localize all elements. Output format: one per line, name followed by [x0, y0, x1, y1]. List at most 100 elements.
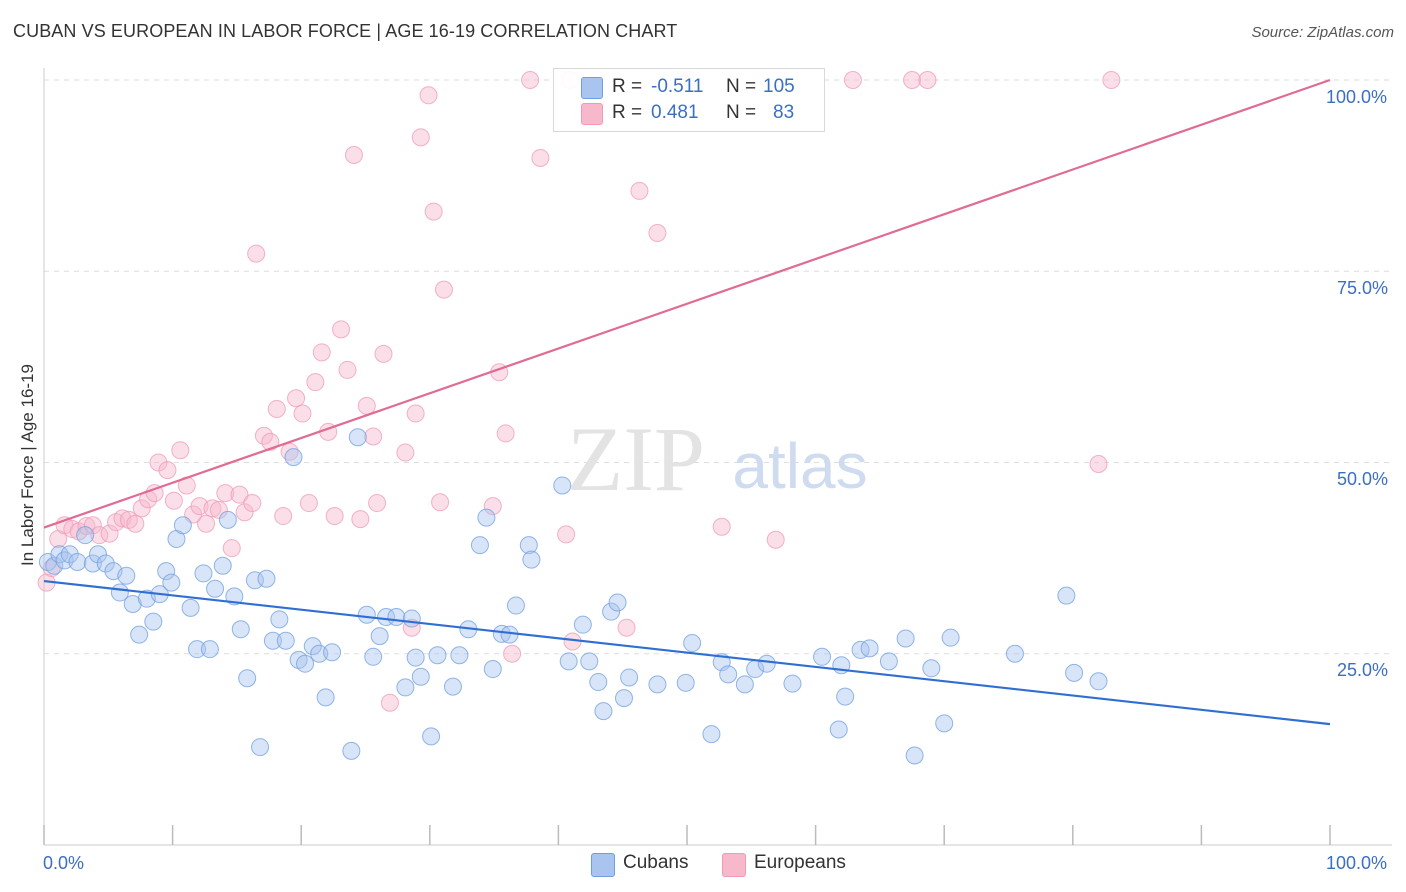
european-point: [274, 507, 293, 526]
european-point: [230, 485, 249, 504]
european-point: [209, 500, 228, 519]
legend-r-value: 0.481: [651, 102, 699, 123]
cubans-points: [38, 428, 1108, 765]
european-point: [243, 494, 262, 513]
european-point: [247, 244, 266, 263]
grid-lines: [44, 79, 1392, 655]
cuban-point: [200, 640, 219, 659]
european-point: [380, 693, 399, 712]
european-point: [100, 524, 119, 543]
cuban-point: [60, 545, 79, 564]
european-point: [374, 344, 393, 363]
cuban-point: [620, 668, 639, 687]
legend-r-label: R =: [612, 76, 643, 97]
cuban-point: [123, 595, 142, 614]
cuban-point: [941, 628, 960, 647]
cuban-point: [757, 654, 776, 673]
cuban-point: [411, 667, 430, 686]
cuban-point: [370, 627, 389, 646]
european-point: [396, 443, 415, 462]
european-point: [338, 360, 357, 379]
european-point: [557, 525, 576, 544]
cuban-point: [428, 646, 447, 665]
cuban-point: [702, 725, 721, 744]
cuban-point: [257, 569, 276, 588]
european-point: [364, 427, 383, 446]
legend-n-value: 83: [773, 102, 795, 123]
european-point: [918, 71, 937, 89]
x-axis-max-label: 100.0%: [1326, 853, 1388, 873]
cuban-point: [676, 673, 695, 692]
european-point: [521, 71, 540, 89]
european-point: [1102, 71, 1121, 89]
cuban-point: [829, 720, 848, 739]
cuban-point: [316, 688, 335, 707]
cuban-point: [896, 629, 915, 648]
cuban-point: [1057, 586, 1076, 605]
watermark-atlas: atlas: [732, 430, 867, 502]
cuban-point: [357, 605, 376, 624]
cuban-point: [477, 508, 496, 527]
european-point: [648, 224, 667, 242]
cuban-point: [922, 659, 941, 678]
legend-row-europeans: R = 0.481 N = 83: [554, 101, 824, 127]
cuban-point: [836, 687, 855, 706]
axes: [43, 68, 1392, 846]
legend-n-label: N =: [726, 102, 757, 123]
legend-r-label: R =: [612, 102, 643, 123]
cuban-point: [218, 510, 237, 529]
european-point: [368, 494, 387, 513]
cuban-point: [270, 610, 289, 629]
europeans-trend-line: [43, 78, 1331, 529]
cuban-point: [719, 665, 738, 684]
european-point: [164, 491, 183, 510]
european-point: [411, 128, 430, 147]
european-point: [83, 516, 102, 535]
cuban-point: [519, 536, 538, 555]
cuban-point: [1005, 644, 1024, 663]
watermark-zip: ZIP: [567, 408, 705, 510]
cuban-point: [83, 554, 102, 573]
european-point: [434, 280, 453, 299]
cuban-point: [683, 634, 702, 653]
european-point: [712, 517, 731, 536]
european-point: [531, 149, 550, 168]
european-point: [496, 424, 515, 443]
cuban-point: [553, 476, 572, 495]
cuban-point: [231, 620, 250, 639]
cuban-point: [470, 536, 489, 555]
european-point: [766, 530, 785, 549]
cuban-point: [580, 652, 599, 671]
european-point: [171, 441, 190, 460]
cuban-point: [310, 644, 329, 663]
cuban-point: [506, 596, 525, 615]
y-tick-25: 25.0%: [1337, 660, 1389, 680]
cuban-point: [450, 646, 469, 665]
european-point: [197, 514, 216, 533]
y-tick-100: 100.0%: [1326, 87, 1388, 107]
cuban-point: [45, 556, 64, 575]
cuban-point: [188, 640, 207, 659]
source-label: Source: ZipAtlas.com: [1251, 24, 1394, 41]
x-axis-min-label: 0.0%: [43, 853, 85, 873]
cuban-point: [76, 526, 95, 545]
cuban-point: [130, 625, 149, 644]
cuban-point: [251, 738, 270, 757]
european-point: [149, 453, 168, 472]
european-point: [312, 343, 331, 362]
legend-row-cubans: R = -0.511 N = 105: [554, 75, 824, 101]
cuban-point: [162, 573, 181, 592]
cubans-legend-icon: [591, 853, 615, 877]
european-point: [77, 516, 96, 535]
cuban-point: [735, 675, 754, 694]
cuban-point: [117, 566, 136, 585]
european-point: [325, 507, 344, 526]
cuban-point: [263, 631, 282, 650]
y-tick-50: 50.0%: [1337, 469, 1389, 489]
european-point: [903, 71, 922, 89]
european-point: [431, 493, 450, 512]
european-point: [406, 404, 425, 423]
cuban-point: [402, 609, 421, 628]
cuban-point: [213, 556, 232, 575]
